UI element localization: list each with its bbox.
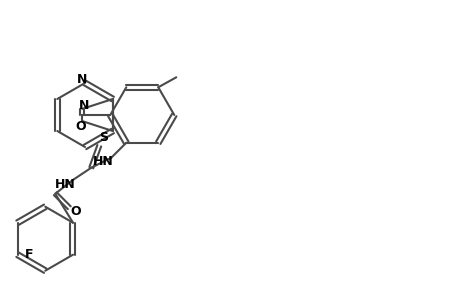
Text: N: N (79, 99, 89, 112)
Text: HN: HN (55, 178, 75, 191)
Text: O: O (70, 205, 80, 218)
Text: S: S (99, 131, 107, 144)
Text: O: O (75, 120, 85, 133)
Text: F: F (25, 248, 34, 261)
Text: HN: HN (93, 155, 113, 168)
Text: N: N (77, 73, 87, 85)
